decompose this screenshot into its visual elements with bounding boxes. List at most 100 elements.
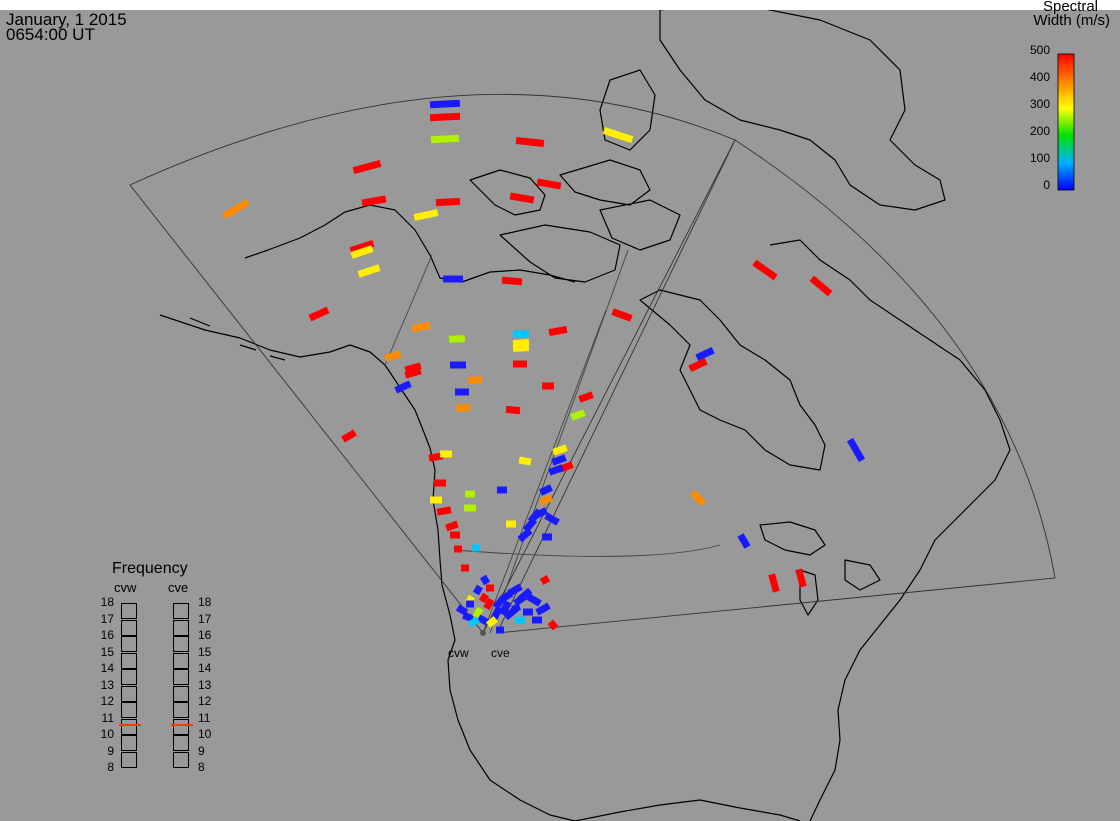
coastline-alaska (244, 204, 576, 283)
echo-cell (511, 603, 521, 613)
cvw-fov (129, 93, 736, 634)
frequency-box (173, 685, 189, 702)
frequency-box (121, 718, 137, 735)
frequency-tick: 16 (198, 628, 212, 642)
beam-line-2 (489, 249, 629, 634)
great-lakes (759, 521, 881, 616)
echo-cell (455, 388, 469, 396)
echo-cell (496, 626, 504, 634)
frequency-tick: 11 (101, 710, 114, 725)
colorbar-tick: 200 (1029, 124, 1050, 138)
echo-cell (404, 367, 422, 379)
echo-cell (536, 178, 562, 190)
frequency-cvw-label: cvw (114, 580, 137, 595)
frequency-marker (171, 724, 193, 727)
echo-cell (430, 134, 460, 144)
echo-cell (436, 506, 452, 516)
map-panel (0, 10, 1120, 821)
colorbar-tick: 500 (1029, 43, 1050, 57)
frequency-box (121, 702, 137, 718)
echo-cell (448, 335, 466, 343)
frequency-title: Frequency (112, 560, 188, 577)
echo-cell (752, 259, 778, 281)
echo-cells (222, 99, 866, 634)
frequency-box (173, 718, 189, 735)
echo-cell (479, 574, 491, 586)
frequency-tick: 17 (100, 611, 114, 626)
frequency-tick: 14 (100, 661, 114, 675)
frequency-box (173, 636, 189, 652)
echo-cell (551, 454, 567, 466)
echo-cell (490, 606, 504, 620)
echo-cell (535, 602, 551, 616)
frequency-box (173, 669, 189, 685)
echo-cell (361, 195, 387, 207)
echo-cell (542, 533, 552, 541)
colorbar-tick: 400 (1029, 70, 1050, 84)
echo-cell (450, 531, 460, 539)
beam-line (482, 309, 607, 634)
map-svg (129, 10, 1075, 821)
frequency-tick: 9 (198, 743, 205, 758)
radar-site-marker (480, 630, 486, 636)
echo-cell (695, 347, 715, 361)
frequency-box (173, 652, 189, 669)
colorbar-title-line1: Spectral (1042, 0, 1098, 15)
echo-cell (411, 321, 431, 333)
border-line-alaska (384, 254, 433, 366)
echo-cell (539, 484, 553, 496)
echo-cell (515, 137, 545, 147)
echo-cell (454, 545, 462, 553)
echo-cell (846, 437, 866, 463)
echo-cell (518, 456, 532, 466)
frequency-box (173, 735, 189, 751)
colorbar-tick: 0 (1043, 178, 1050, 192)
frequency-tick: 10 (198, 727, 212, 741)
frequency-tick: 13 (198, 677, 212, 692)
hudson-bay (639, 289, 826, 471)
frequency-tick: 10 (100, 727, 114, 741)
frequency-tick: 17 (198, 611, 212, 626)
echo-cell (450, 361, 466, 369)
echo-cell (472, 606, 484, 620)
echo-cell (455, 404, 471, 412)
frequency-tick: 13 (100, 677, 114, 692)
frequency-tick: 18 (100, 595, 114, 609)
echo-cell (611, 308, 633, 322)
echo-cell (350, 245, 374, 259)
frequency-marker (119, 724, 141, 727)
colorbar-gradient (1057, 53, 1075, 191)
frequency-tick: 9 (107, 743, 114, 758)
echo-cell (497, 486, 507, 494)
echo-cell (544, 512, 560, 526)
frequency-box (121, 603, 137, 619)
frequency-box (173, 702, 189, 718)
echo-cell (526, 593, 542, 607)
echo-cell (357, 264, 381, 278)
echo-cell (435, 197, 461, 207)
echo-cell (430, 496, 442, 504)
echo-cell (737, 533, 751, 549)
echo-cell (478, 592, 490, 604)
echo-cell (352, 159, 382, 175)
echo-cell (500, 590, 514, 602)
echo-cell (688, 358, 708, 372)
echo-cell (476, 614, 490, 626)
echo-cell (429, 99, 461, 109)
frequency-tick: 16 (100, 628, 114, 642)
fields-of-view (129, 93, 1056, 634)
echo-cell (308, 306, 330, 322)
echo-cell (512, 344, 530, 352)
time-label: 0654:00 UT (6, 25, 95, 44)
echo-cell (547, 619, 559, 631)
echo-cell (570, 409, 586, 421)
echo-cell (532, 616, 542, 624)
frequency-box (121, 685, 137, 702)
coastlines (159, 10, 1011, 821)
echo-cell (498, 600, 512, 616)
echo-cell (384, 350, 402, 362)
echo-cell (472, 584, 484, 596)
greenland (659, 10, 946, 211)
echo-cell (467, 376, 483, 384)
echo-cell (523, 608, 533, 616)
